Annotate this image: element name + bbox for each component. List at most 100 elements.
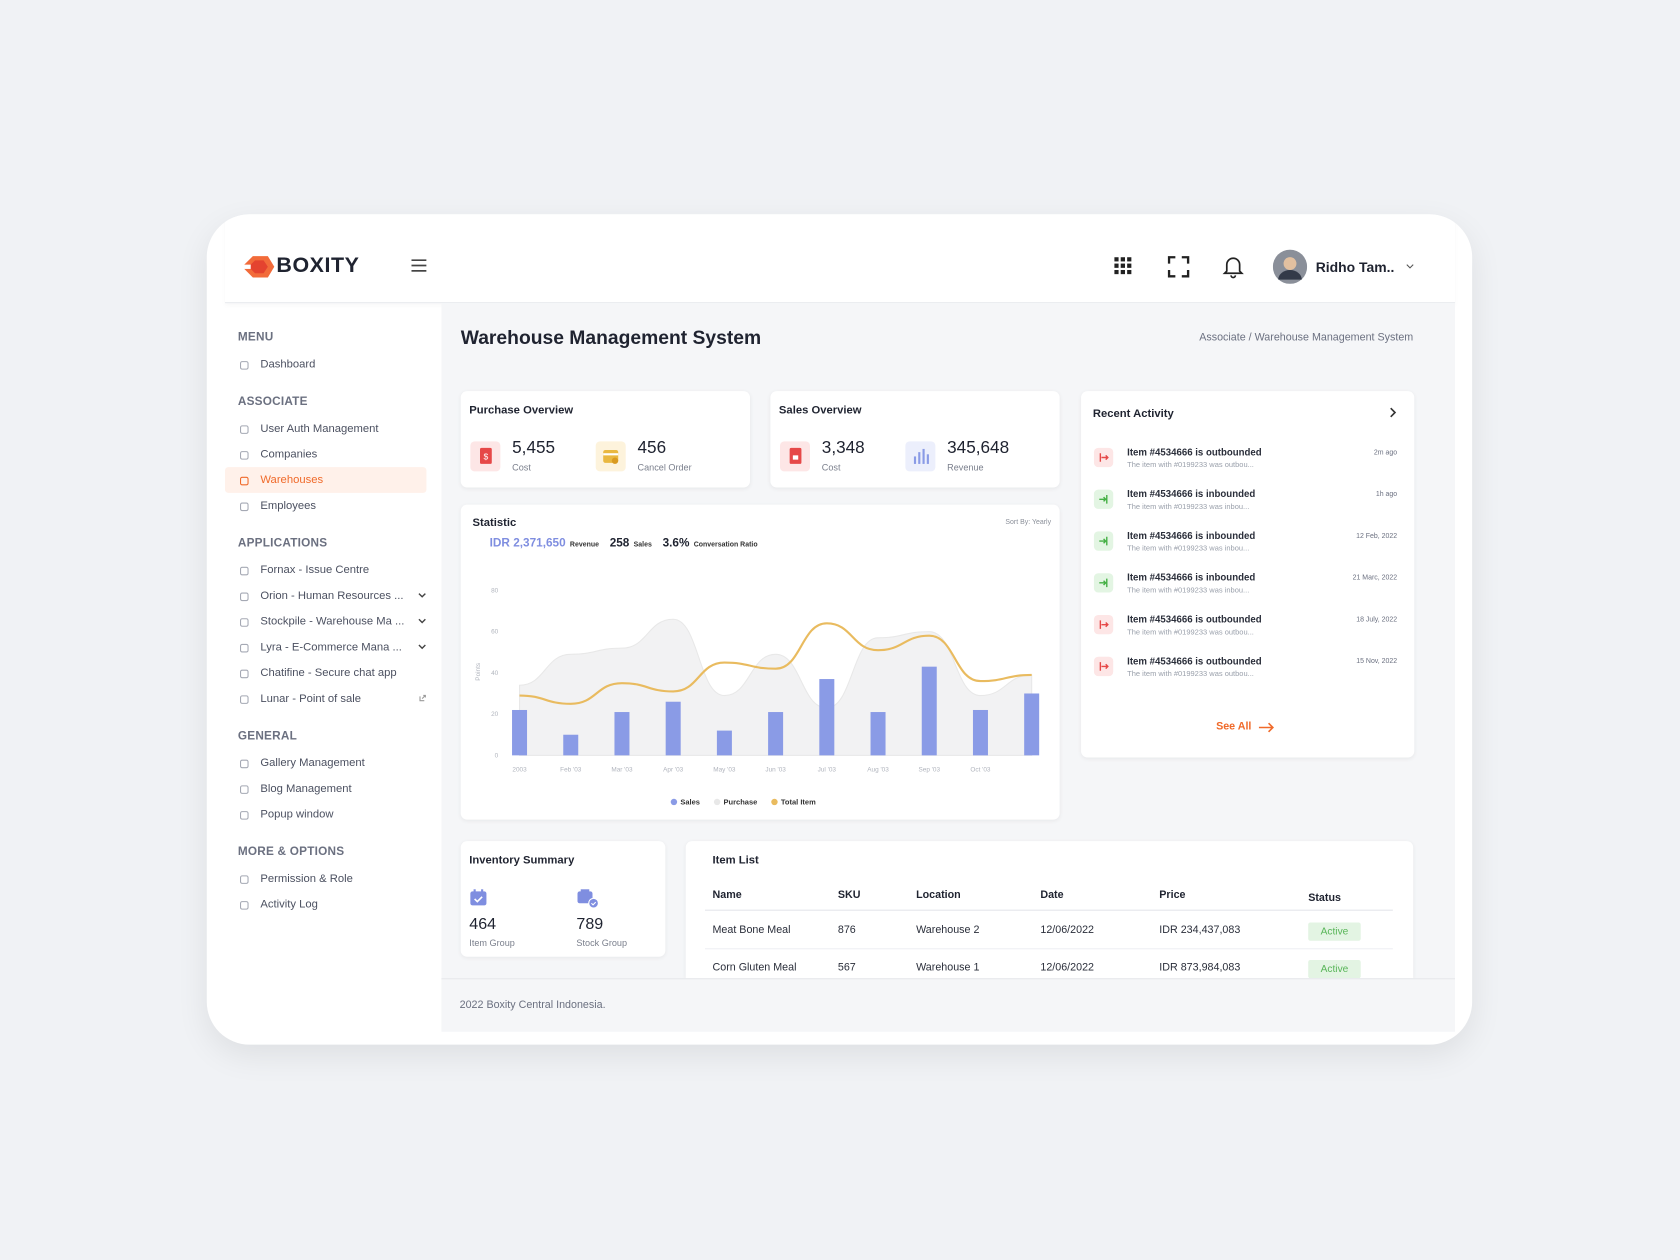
nav-item[interactable]: Lyra - E-Commerce Mana ... <box>225 634 426 660</box>
activity-time: 1h ago <box>1375 490 1398 499</box>
activity-next[interactable] <box>1390 407 1398 418</box>
activity-icon <box>1093 656 1114 677</box>
nav-chevron <box>418 609 427 635</box>
stat-glyph <box>603 450 619 464</box>
nav-label: Permission & Role <box>260 872 353 886</box>
nav-label: Blog Management <box>260 782 352 796</box>
apps-button[interactable] <box>1114 257 1132 275</box>
nav-item[interactable]: Chatifine - Secure chat app <box>225 660 426 686</box>
nav-external <box>419 686 427 712</box>
nav-item[interactable]: Warehouses <box>225 467 427 493</box>
activity-title: Item #4534666 is inbounded <box>1127 572 1256 583</box>
activity-item: Item #4534666 is inbounded The item with … <box>1081 486 1414 518</box>
activity-glyph <box>1099 453 1109 462</box>
x-tick-label: Aug '03 <box>867 766 889 773</box>
nav-label: Activity Log <box>260 897 318 911</box>
nav-section-title: GENERAL <box>237 729 297 743</box>
table-header: Location <box>916 889 961 902</box>
fullscreen-button[interactable] <box>1167 256 1190 278</box>
bar <box>819 679 835 756</box>
nav-item[interactable]: Employees <box>225 493 426 519</box>
stat-value: 456 <box>637 439 667 458</box>
total-item-line <box>519 622 1032 705</box>
stat-glyph: $ <box>480 447 492 464</box>
nav-item[interactable]: Blog Management <box>225 776 426 802</box>
y-tick-label: 80 <box>491 588 499 595</box>
nav-item[interactable]: Companies <box>225 441 426 467</box>
nav-item[interactable]: Lunar - Point of sale <box>225 686 426 712</box>
top-bar: BOXITY Ridho Tam.. <box>225 214 1456 304</box>
nav-item[interactable]: User Auth Management <box>225 416 426 442</box>
footer-text: 2022 Boxity Central Indonesia. <box>459 999 606 1012</box>
nav-item[interactable]: Orion - Human Resources ... <box>225 583 426 609</box>
activity-icon <box>1093 573 1114 593</box>
nav-item[interactable]: Activity Log <box>225 891 426 917</box>
activity-title: Item #4534666 is outbounded <box>1127 446 1262 458</box>
activity-desc: The item with #0199233 was outbou... <box>1127 670 1254 679</box>
nav-item[interactable]: Popup window <box>225 801 426 827</box>
statistic-metrics: IDR 2,371,650 Revenue 258 Sales 3.6% Conversa… <box>490 537 760 550</box>
nav-icon <box>240 875 249 884</box>
stat-glyph <box>913 448 929 464</box>
nav-icon <box>240 566 249 576</box>
x-tick-label: Jul '03 <box>818 766 837 773</box>
nav-item[interactable]: Permission & Role <box>225 866 426 892</box>
main-content: Warehouse Management System Associate / … <box>441 303 1456 1032</box>
table-header: Price <box>1159 889 1186 902</box>
table-header: SKU <box>837 889 861 902</box>
nav-icon <box>240 361 249 370</box>
nav-item[interactable]: Stockpile - Warehouse Ma ... <box>225 609 426 635</box>
nav-icon <box>240 901 249 910</box>
y-axis-label: Points <box>475 663 482 681</box>
nav-item[interactable]: Gallery Management <box>225 750 426 776</box>
purchase-overview-card: Purchase Overview $5,455 Cost 456 Cancel Ord… <box>460 391 751 488</box>
notifications-button[interactable] <box>1222 255 1244 279</box>
nav-item[interactable]: Dashboard <box>225 351 426 377</box>
nav-section: ASSOCIATE User Auth Management Companies Wa… <box>225 394 427 519</box>
stat-label: Revenue <box>947 461 984 473</box>
table-cell: 12/06/2022 <box>1040 924 1094 937</box>
stat-value: 5,455 <box>512 439 556 458</box>
x-tick-label: Sep '03 <box>918 766 940 773</box>
nav-label: Popup window <box>260 807 334 821</box>
table-cell: 876 <box>837 924 856 937</box>
card-title: Sales Overview <box>778 403 862 417</box>
table-cell: Warehouse 1 <box>916 962 980 974</box>
activity-title: Item #4534666 is inbounded <box>1127 488 1256 500</box>
menu-toggle[interactable] <box>411 259 427 272</box>
brand-name: BOXITY <box>276 253 360 278</box>
stat-value: 345,648 <box>947 439 1010 458</box>
nav-label: Gallery Management <box>260 756 365 770</box>
table-cell: 567 <box>837 962 856 974</box>
inventory-label: Stock Group <box>576 937 628 949</box>
user-avatar[interactable] <box>1272 249 1308 284</box>
legend-swatch <box>771 798 778 806</box>
bar <box>921 666 937 756</box>
table-cell: IDR 873,984,083 <box>1159 962 1241 974</box>
inventory-glyph <box>470 889 487 906</box>
x-tick-label: 2003 <box>512 766 527 773</box>
nav-label: User Auth Management <box>260 422 379 436</box>
nav-item[interactable]: Fornax - Issue Centre <box>225 557 426 583</box>
activity-glyph <box>1099 620 1109 629</box>
sort-by[interactable]: Sort By: Yearly <box>1005 518 1052 527</box>
table-header-rule <box>705 909 1393 911</box>
legend-label: Total Item <box>781 798 816 807</box>
bar <box>614 712 630 756</box>
bar <box>870 712 886 756</box>
statistic-chart: 0 20 40 60 80 Points 2003 Feb '03 Mar '03 Apr '03… <box>475 588 1040 807</box>
svg-text:$: $ <box>484 452 489 462</box>
table-header: Date <box>1040 889 1064 902</box>
nav-label: Lyra - E-Commerce Mana ... <box>260 640 402 654</box>
stat-value: 3,348 <box>821 439 865 458</box>
user-name[interactable]: Ridho Tam.. <box>1315 259 1395 276</box>
legend-swatch <box>713 798 721 806</box>
table-cell: Warehouse 2 <box>916 924 980 937</box>
stat-label: Cost <box>821 461 841 473</box>
nav-label: Stockpile - Warehouse Ma ... <box>260 615 405 628</box>
inventory-value: 789 <box>576 915 604 934</box>
x-tick-label: Jun '03 <box>765 766 786 773</box>
bar <box>1024 693 1040 756</box>
activity-time: 21 Marc, 2022 <box>1352 574 1398 582</box>
see-all-link[interactable]: See All <box>1216 721 1275 733</box>
